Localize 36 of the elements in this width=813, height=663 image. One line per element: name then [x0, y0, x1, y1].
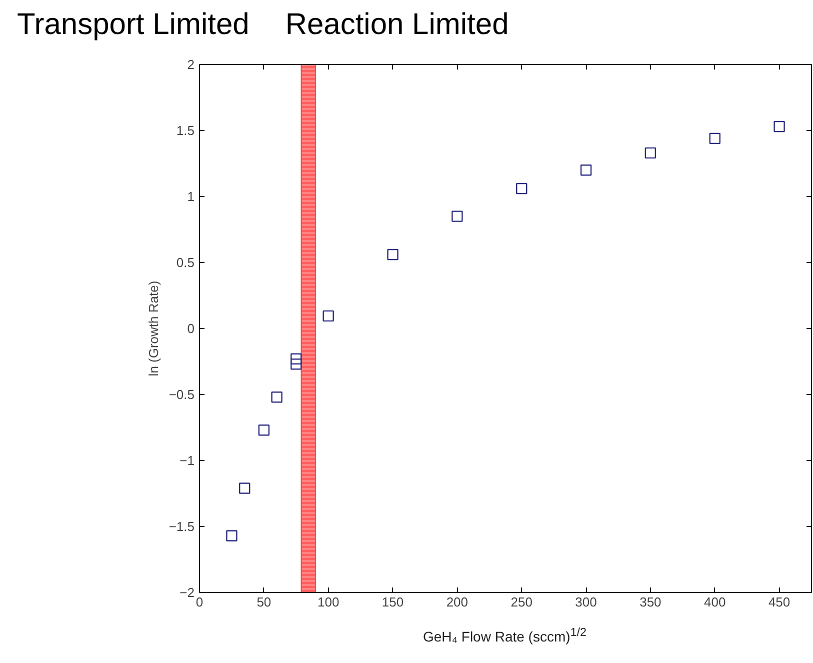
x-tick-label: 300 [575, 594, 597, 610]
x-tick-label: 400 [704, 594, 726, 610]
y-tick-label: −1 [180, 453, 195, 468]
point [322, 310, 334, 322]
x-tick-label: 150 [382, 594, 404, 610]
point [290, 353, 302, 364]
point [644, 147, 656, 159]
point [258, 424, 270, 436]
x-tick-label: 350 [640, 594, 662, 610]
point [387, 248, 398, 260]
x-tick-label: 200 [446, 594, 468, 610]
point [452, 210, 463, 222]
x-axis-title: GeH₄ Flow Rate (sccm)$^{1/2}$ [423, 625, 587, 647]
y-tick-label: −1.5 [168, 519, 195, 534]
y-tick-label: −2 [180, 585, 195, 600]
point [271, 392, 282, 403]
point [290, 358, 302, 370]
y-tick-label: 1 [187, 189, 195, 204]
x-tick-label: 450 [768, 594, 790, 610]
point [226, 530, 238, 542]
y-tick-label: 0 [187, 321, 195, 336]
y-tick-label: 1.5 [176, 123, 195, 138]
y-tick-label: −0.5 [168, 387, 195, 402]
point [516, 182, 528, 194]
point [580, 164, 592, 176]
text: Transport Limited [17, 8, 250, 41]
x-tick-label: 100 [317, 594, 340, 610]
text: Reaction Limited [285, 8, 509, 41]
point [709, 132, 720, 144]
point [238, 482, 250, 494]
x-tick-label: 250 [510, 594, 532, 610]
y-axis-title: ln (Growth Rate) [146, 280, 161, 376]
x-tick-label: 50 [256, 594, 272, 610]
y-tick-label: 0.5 [176, 255, 195, 270]
y-tick-label: 2 [187, 57, 195, 72]
point [774, 120, 785, 132]
